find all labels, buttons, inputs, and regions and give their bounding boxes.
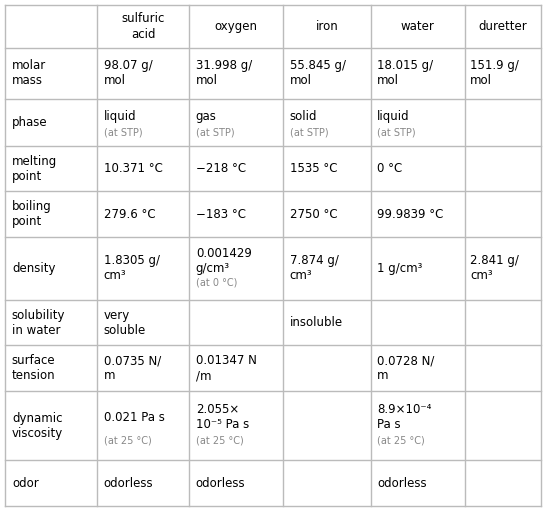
Text: 2.055×
10⁻⁵ Pa s: 2.055× 10⁻⁵ Pa s — [196, 403, 249, 431]
Text: (at STP): (at STP) — [377, 128, 416, 137]
Text: odorless: odorless — [377, 477, 427, 490]
Text: 7.874 g/
cm³: 7.874 g/ cm³ — [289, 254, 339, 283]
Text: solubility
in water: solubility in water — [12, 309, 66, 337]
Text: 8.9×10⁻⁴
Pa s: 8.9×10⁻⁴ Pa s — [377, 403, 432, 431]
Text: solid: solid — [289, 110, 317, 123]
Text: liquid: liquid — [377, 110, 410, 123]
Text: 55.845 g/
mol: 55.845 g/ mol — [289, 59, 346, 87]
Text: 10.371 °C: 10.371 °C — [104, 162, 163, 175]
Text: 0.0728 N/
m: 0.0728 N/ m — [377, 354, 435, 382]
Text: molar
mass: molar mass — [12, 59, 46, 87]
Text: 0.001429
g/cm³: 0.001429 g/cm³ — [196, 247, 252, 275]
Text: 151.9 g/
mol: 151.9 g/ mol — [470, 59, 519, 87]
Text: (at STP): (at STP) — [289, 128, 328, 137]
Text: oxygen: oxygen — [215, 20, 258, 33]
Text: iron: iron — [316, 20, 339, 33]
Text: odorless: odorless — [196, 477, 246, 490]
Text: 2750 °C: 2750 °C — [289, 207, 337, 221]
Text: very
soluble: very soluble — [104, 309, 146, 337]
Text: surface
tension: surface tension — [12, 354, 56, 382]
Text: melting
point: melting point — [12, 155, 57, 182]
Text: 98.07 g/
mol: 98.07 g/ mol — [104, 59, 152, 87]
Text: 0.01347 N
/m: 0.01347 N /m — [196, 354, 257, 382]
Text: phase: phase — [12, 116, 48, 129]
Text: (at 25 °C): (at 25 °C) — [104, 436, 152, 446]
Text: duretter: duretter — [478, 20, 527, 33]
Text: 1535 °C: 1535 °C — [289, 162, 337, 175]
Text: gas: gas — [196, 110, 217, 123]
Text: (at 25 °C): (at 25 °C) — [377, 436, 425, 446]
Text: boiling
point: boiling point — [12, 200, 52, 228]
Text: 0.021 Pa s: 0.021 Pa s — [104, 411, 165, 424]
Text: sulfuric
acid: sulfuric acid — [122, 12, 165, 41]
Text: 1 g/cm³: 1 g/cm³ — [377, 262, 423, 275]
Text: 99.9839 °C: 99.9839 °C — [377, 207, 444, 221]
Text: (at 0 °C): (at 0 °C) — [196, 277, 237, 287]
Text: odor: odor — [12, 477, 39, 490]
Text: 18.015 g/
mol: 18.015 g/ mol — [377, 59, 434, 87]
Text: insoluble: insoluble — [289, 316, 343, 329]
Text: −183 °C: −183 °C — [196, 207, 246, 221]
Text: water: water — [401, 20, 435, 33]
Text: liquid: liquid — [104, 110, 136, 123]
Text: 0 °C: 0 °C — [377, 162, 402, 175]
Text: 279.6 °C: 279.6 °C — [104, 207, 156, 221]
Text: 1.8305 g/
cm³: 1.8305 g/ cm³ — [104, 254, 160, 283]
Text: (at STP): (at STP) — [196, 128, 234, 137]
Text: 2.841 g/
cm³: 2.841 g/ cm³ — [470, 254, 519, 283]
Text: density: density — [12, 262, 55, 275]
Text: 0.0735 N/
m: 0.0735 N/ m — [104, 354, 161, 382]
Text: odorless: odorless — [104, 477, 153, 490]
Text: 31.998 g/
mol: 31.998 g/ mol — [196, 59, 252, 87]
Text: dynamic
viscosity: dynamic viscosity — [12, 412, 63, 439]
Text: −218 °C: −218 °C — [196, 162, 246, 175]
Text: (at STP): (at STP) — [104, 128, 143, 137]
Text: (at 25 °C): (at 25 °C) — [196, 436, 244, 446]
